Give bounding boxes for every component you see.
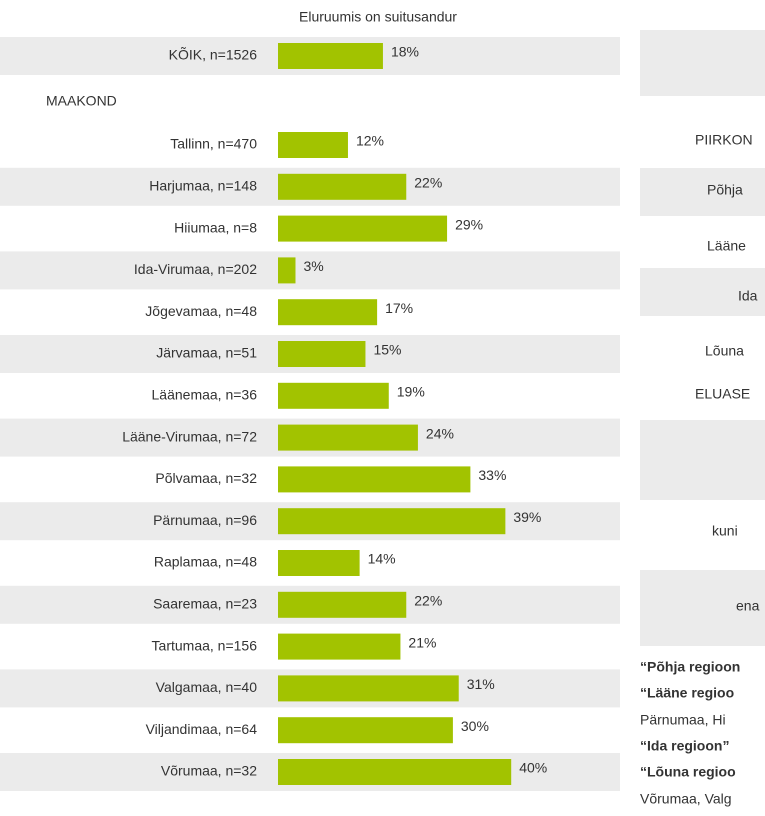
note: “Ida regioon”	[640, 738, 729, 754]
category-label: Järvamaa, n=51	[156, 345, 257, 361]
note: “Lõuna regioo	[640, 764, 736, 780]
bar	[278, 341, 366, 367]
note: “Põhja regioon	[640, 659, 740, 675]
category-label: Võrumaa, n=32	[161, 763, 257, 779]
note: “Lääne regioo	[640, 685, 734, 701]
value-label: 14%	[368, 551, 396, 567]
panel-band	[640, 420, 765, 500]
value-label: 12%	[356, 133, 384, 149]
category-label: KÕIK, n=1526	[169, 47, 258, 63]
category-label: Tallinn, n=470	[170, 136, 257, 152]
value-label: 33%	[478, 467, 506, 483]
category-label: Valgamaa, n=40	[156, 679, 258, 695]
value-label: 24%	[426, 425, 454, 441]
category-label: Jõgevamaa, n=48	[145, 303, 257, 319]
panel-label: PIIRKON	[695, 132, 753, 148]
value-label: 18%	[391, 44, 419, 60]
group-label: MAAKOND	[46, 93, 117, 109]
panel-label: Lääne	[707, 238, 746, 254]
bar	[278, 550, 360, 576]
note: Pärnumaa, Hi	[640, 712, 726, 728]
value-label: 3%	[303, 258, 323, 274]
panel-label: Lõuna	[705, 343, 744, 359]
category-label: Saaremaa, n=23	[153, 596, 257, 612]
value-label: 17%	[385, 300, 413, 316]
bar	[278, 173, 407, 200]
panel-band	[640, 268, 765, 316]
bar	[278, 591, 407, 618]
value-label: 19%	[397, 384, 425, 400]
panel-label: Ida	[738, 288, 758, 304]
bar	[278, 382, 389, 409]
category-label: Põlvamaa, n=32	[155, 470, 257, 486]
panel-band	[640, 30, 765, 96]
value-label: 21%	[408, 634, 436, 650]
category-label: Hiiumaa, n=8	[174, 219, 257, 235]
value-label: 22%	[414, 175, 442, 191]
category-label: Lääne-Virumaa, n=72	[122, 428, 257, 444]
bar	[278, 132, 348, 158]
value-label: 30%	[461, 718, 489, 734]
bar	[278, 508, 506, 535]
category-label: Viljandimaa, n=64	[146, 721, 258, 737]
value-label: 40%	[519, 760, 547, 776]
bar	[278, 633, 401, 660]
panel-band	[640, 168, 765, 216]
bar	[278, 257, 296, 284]
bar	[278, 466, 471, 493]
panel-label: ena	[736, 598, 760, 614]
value-label: 22%	[414, 593, 442, 609]
chart-title: Eluruumis on suitusandur	[299, 9, 457, 25]
panel-band	[640, 570, 765, 646]
value-label: 29%	[455, 216, 483, 232]
value-label: 31%	[467, 676, 495, 692]
value-label: 15%	[373, 342, 401, 358]
category-label: Harjumaa, n=148	[149, 178, 257, 194]
category-label: Raplamaa, n=48	[154, 554, 257, 570]
bar	[278, 759, 512, 785]
panel-label: Põhja	[707, 182, 743, 198]
category-label: Läänemaa, n=36	[152, 387, 258, 403]
category-label: Pärnumaa, n=96	[153, 512, 257, 528]
bar	[278, 717, 453, 744]
bar	[278, 424, 418, 451]
bar	[278, 43, 383, 69]
note: Võrumaa, Valg	[640, 791, 732, 807]
bar	[278, 675, 459, 702]
category-label: Ida-Virumaa, n=202	[134, 261, 257, 277]
row-band	[0, 251, 620, 290]
panel-label: kuni	[712, 523, 738, 539]
panel-label: ELUASE	[695, 386, 750, 402]
category-label: Tartumaa, n=156	[152, 637, 258, 653]
value-label: 39%	[513, 509, 541, 525]
bar	[278, 215, 448, 242]
bar	[278, 299, 378, 326]
